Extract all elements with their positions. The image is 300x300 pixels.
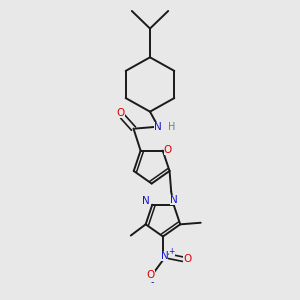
Text: O: O xyxy=(147,271,155,281)
Text: N: N xyxy=(170,195,178,205)
Text: N: N xyxy=(154,122,162,132)
Text: +: + xyxy=(169,247,175,256)
Text: -: - xyxy=(151,278,154,287)
Text: O: O xyxy=(164,145,172,155)
Text: O: O xyxy=(183,254,191,265)
Text: H: H xyxy=(168,122,175,132)
Text: N: N xyxy=(142,196,150,206)
Text: O: O xyxy=(117,108,125,118)
Text: N: N xyxy=(161,251,169,261)
